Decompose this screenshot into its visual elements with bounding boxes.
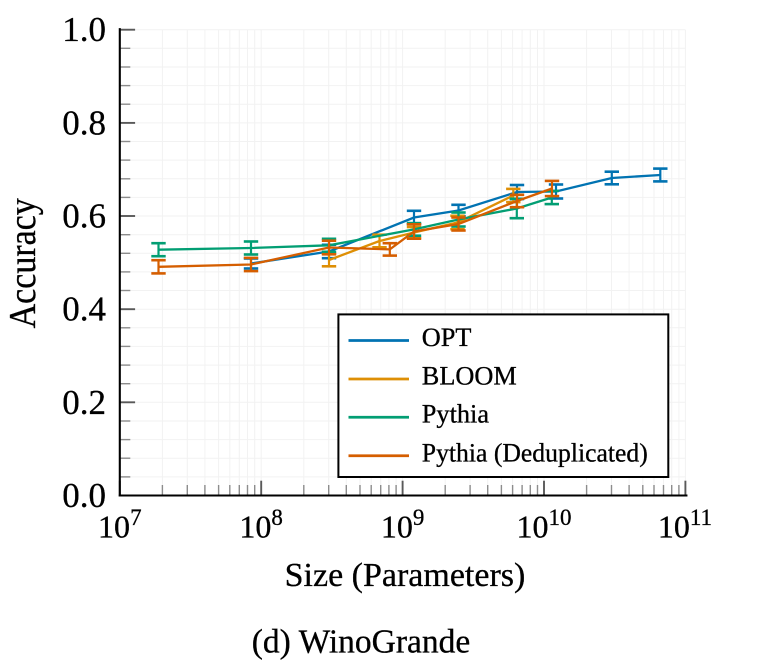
svg-text:Accuracy: Accuracy	[1, 198, 43, 328]
svg-text:0.4: 0.4	[62, 290, 106, 329]
svg-text:11: 11	[690, 505, 712, 530]
svg-text:10: 10	[381, 508, 413, 544]
svg-text:0.8: 0.8	[62, 103, 106, 142]
svg-text:10: 10	[658, 508, 690, 544]
svg-text:(d) WinoGrande: (d) WinoGrande	[252, 624, 471, 661]
svg-text:9: 9	[413, 505, 425, 530]
svg-text:Size (Parameters): Size (Parameters)	[285, 557, 526, 594]
svg-text:0.2: 0.2	[62, 383, 106, 422]
svg-text:10: 10	[239, 508, 271, 544]
svg-text:0.6: 0.6	[62, 197, 106, 236]
svg-text:Pythia (Deduplicated): Pythia (Deduplicated)	[422, 438, 648, 467]
svg-text:8: 8	[271, 505, 283, 530]
svg-text:10: 10	[549, 505, 572, 530]
svg-text:10: 10	[98, 508, 130, 544]
svg-text:7: 7	[130, 505, 142, 530]
svg-text:BLOOM: BLOOM	[422, 362, 517, 391]
svg-text:10: 10	[517, 508, 549, 544]
svg-text:OPT: OPT	[422, 323, 472, 352]
svg-text:1.0: 1.0	[62, 10, 106, 49]
svg-text:0.0: 0.0	[62, 476, 106, 515]
svg-text:Pythia: Pythia	[422, 400, 490, 429]
